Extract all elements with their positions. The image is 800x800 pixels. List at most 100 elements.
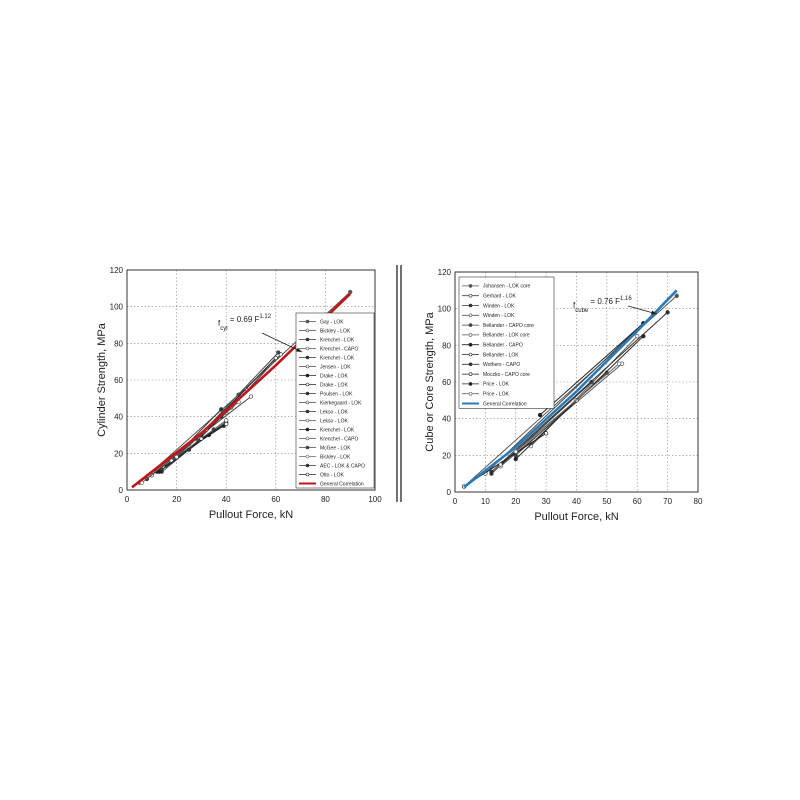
- legend-marker: [468, 372, 473, 376]
- legend-marker: [468, 313, 473, 318]
- y-tick-label: 80: [442, 341, 451, 350]
- legend-marker: [468, 284, 473, 288]
- data-point: [537, 412, 543, 418]
- annotation-part: = 0.69 F: [228, 315, 260, 324]
- legend-marker: [305, 337, 310, 342]
- legend-marker: [305, 463, 310, 468]
- x-tick-label: 10: [481, 497, 490, 506]
- legend-marker: [468, 352, 473, 357]
- annotation-part: cube: [575, 308, 589, 314]
- legend-label: Kierkegaard - LOK: [320, 400, 362, 406]
- x-tick-label: 0: [125, 495, 130, 504]
- legend-label: Krenchel - LOK: [320, 337, 355, 343]
- x-tick-label: 30: [542, 497, 551, 506]
- data-point: [513, 449, 518, 454]
- legend-label: Price - LOK: [483, 382, 510, 388]
- legend-label: Bellander - CAPO: [483, 343, 523, 349]
- legend-marker: [305, 472, 310, 477]
- y-tick-label: 60: [442, 378, 451, 387]
- legend-label: Bellander - LOK core: [483, 333, 530, 339]
- x-tick-label: 60: [633, 497, 642, 506]
- plot-frame: [454, 271, 699, 493]
- legend-marker: [305, 355, 310, 360]
- legend-marker: [305, 436, 310, 441]
- legend-label: Krenchel - CAPO: [320, 436, 358, 442]
- legend-label: General Correlation: [483, 401, 527, 407]
- series-line: [515, 363, 620, 453]
- y-axis-label: Cylinder Strength, MPa: [96, 322, 108, 437]
- data-point: [489, 469, 494, 474]
- series-line: [463, 289, 678, 489]
- x-tick-label: 40: [222, 495, 231, 504]
- arrow-head: [296, 347, 302, 352]
- legend-marker: [305, 454, 310, 459]
- legend-marker: [305, 364, 310, 369]
- legend-marker: [468, 382, 473, 386]
- legend-marker: [305, 346, 310, 351]
- data-point: [224, 418, 229, 423]
- x-tick-label: 70: [663, 497, 672, 506]
- legend-label: Jensen - LOK: [320, 364, 351, 370]
- data-point: [248, 394, 254, 399]
- data-point: [157, 469, 162, 474]
- legend-label: Bellander - LOK: [483, 352, 519, 358]
- annotation-arrow: [261, 332, 303, 353]
- series-line: [201, 423, 227, 440]
- legend-marker: [305, 373, 310, 378]
- legend-label: Winden - LOK: [483, 303, 515, 309]
- legend-marker: [468, 391, 473, 396]
- legend-label: Gay - LOK: [320, 319, 344, 325]
- annotation-part: = 0.76 F: [588, 297, 620, 306]
- x-tick-label: 20: [172, 495, 181, 504]
- legend-label: Winden - LOK: [483, 313, 515, 319]
- legend-label: Krenchel - LOK: [320, 427, 355, 433]
- data-point: [616, 361, 622, 366]
- legend-label: McGee - LOK: [320, 445, 351, 451]
- y-axis-label: Cube or Core Strength, MPa: [424, 311, 436, 451]
- legend-marker: [305, 409, 310, 414]
- legend-label: Bickley - LOK: [320, 328, 351, 334]
- legend-label: Gerhard - LOK: [483, 294, 516, 300]
- y-tick-label: 0: [447, 488, 452, 497]
- series-line: [491, 311, 668, 473]
- y-tick-label: 80: [114, 339, 123, 348]
- annotation-part: 1.16: [620, 296, 632, 302]
- x-tick-label: 100: [368, 495, 382, 504]
- legend-label: Lekso - LOK: [320, 418, 348, 424]
- legend-marker: [468, 342, 473, 347]
- y-tick-label: 120: [110, 266, 124, 275]
- legend-marker: [305, 400, 310, 405]
- legend-marker: [468, 323, 473, 327]
- legend-label: Lekso - LOK: [320, 409, 348, 415]
- legend-marker: [305, 427, 310, 432]
- data-point: [174, 454, 179, 460]
- legend-box: [295, 312, 375, 489]
- annotation: fcube = 0.76 F1.16: [573, 296, 632, 314]
- y-tick-label: 20: [442, 451, 451, 460]
- legend-label: Poulsen - LOK: [320, 391, 353, 397]
- y-tick-label: 120: [438, 268, 452, 277]
- data-point: [219, 407, 224, 412]
- legend-marker: [305, 445, 310, 450]
- legend-label: Bellander - CAPO core: [483, 323, 534, 329]
- data-point: [543, 431, 549, 436]
- annotation: fcyl = 0.69 F1.12: [218, 314, 272, 332]
- series-line: [158, 434, 210, 473]
- legend-marker: [305, 328, 310, 333]
- data-point: [224, 421, 229, 427]
- legend-marker: [305, 418, 310, 423]
- plot-frame: [126, 269, 376, 491]
- arrow-head: [651, 310, 657, 315]
- annotation-part: cyl: [220, 326, 227, 332]
- legend-marker: [468, 362, 473, 367]
- data-point: [665, 310, 670, 315]
- legend-marker: [468, 293, 473, 298]
- legend-marker: [305, 382, 310, 387]
- annotation-part: f: [218, 319, 221, 328]
- legend-label: Otto - LOK: [320, 472, 345, 478]
- legend-label: Drake - LOK: [320, 373, 348, 379]
- y-tick-label: 60: [114, 376, 123, 385]
- y-tick-label: 40: [442, 415, 451, 424]
- x-tick-label: 80: [321, 495, 330, 504]
- x-tick-label: 60: [271, 495, 280, 504]
